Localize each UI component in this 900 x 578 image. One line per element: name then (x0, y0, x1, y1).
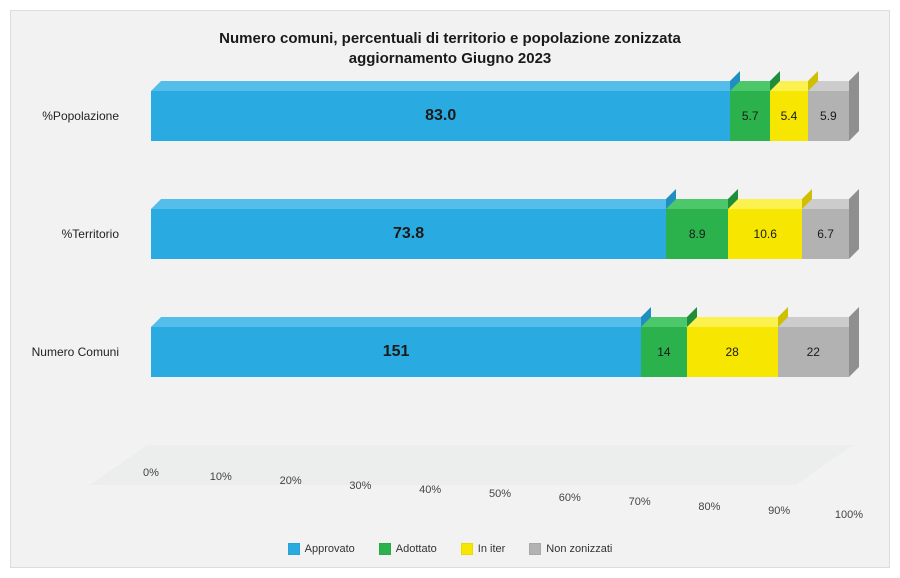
x-tick: 80% (698, 501, 720, 513)
chart-title: Numero comuni, percentuali di territorio… (11, 11, 889, 70)
bar-row: %Territorio73.88.910.66.7 (151, 209, 849, 259)
legend-item-in_iter: In iter (461, 543, 506, 555)
x-tick: 70% (629, 496, 651, 508)
bar-value-label: 5.7 (730, 109, 770, 123)
x-tick: 100% (835, 509, 863, 521)
bar-value-label: 5.4 (770, 109, 808, 123)
bar-row: Numero Comuni151142822 (151, 327, 849, 377)
x-tick: 60% (559, 492, 581, 504)
legend-label: Non zonizzati (546, 543, 612, 555)
category-label: Numero Comuni (32, 345, 119, 359)
bar-segment-in_iter: 5.4 (770, 91, 808, 141)
bar-value-label: 14 (641, 345, 686, 359)
legend-item-non_zonizzati: Non zonizzati (529, 543, 612, 555)
bar-segment-non_zonizzati: 5.9 (808, 91, 849, 141)
bar-value-label: 6.7 (802, 227, 849, 241)
bar-segment-non_zonizzati: 6.7 (802, 209, 849, 259)
bar-value-label: 151 (151, 343, 641, 361)
x-tick: 20% (280, 475, 302, 487)
bar-segment-adottato: 8.9 (666, 209, 728, 259)
legend-item-approvato: Approvato (288, 543, 355, 555)
bar-segment-approvato: 73.8 (151, 209, 666, 259)
legend-item-adottato: Adottato (379, 543, 437, 555)
chart-title-line1: Numero comuni, percentuali di territorio… (219, 30, 681, 47)
x-tick: 90% (768, 505, 790, 517)
legend-label: In iter (478, 543, 506, 555)
legend-swatch (461, 543, 473, 555)
legend-swatch (529, 543, 541, 555)
bar-value-label: 8.9 (666, 227, 728, 241)
bar-segment-adottato: 5.7 (730, 91, 770, 141)
bar-segment-non_zonizzati: 22 (778, 327, 849, 377)
x-tick: 0% (143, 467, 159, 479)
chart-container: Numero comuni, percentuali di territorio… (10, 10, 890, 568)
legend: Approvato Adottato In iter Non zonizzati (11, 543, 889, 555)
bar-row: %Popolazione83.05.75.45.9 (151, 91, 849, 141)
bar-value-label: 28 (687, 345, 778, 359)
x-tick: 50% (489, 488, 511, 500)
legend-swatch (288, 543, 300, 555)
bar-value-label: 10.6 (728, 227, 802, 241)
legend-label: Approvato (305, 543, 355, 555)
chart-title-line2: aggiornamento Giugno 2023 (349, 50, 552, 67)
bar-segment-in_iter: 10.6 (728, 209, 802, 259)
bar-value-label: 73.8 (151, 225, 666, 243)
bar-value-label: 5.9 (808, 109, 849, 123)
category-label: %Popolazione (42, 109, 119, 123)
plot-area: %Popolazione83.05.75.45.9 %Territorio73.8… (151, 91, 849, 457)
bars: %Popolazione83.05.75.45.9 %Territorio73.8… (151, 91, 849, 377)
bar-segment-adottato: 14 (641, 327, 686, 377)
x-tick: 10% (210, 471, 232, 483)
x-tick: 30% (349, 480, 371, 492)
bar-value-label: 22 (778, 345, 849, 359)
legend-swatch (379, 543, 391, 555)
legend-label: Adottato (396, 543, 437, 555)
bar-segment-approvato: 151 (151, 327, 641, 377)
bar-value-label: 83.0 (151, 107, 730, 125)
category-label: %Territorio (62, 227, 119, 241)
x-tick: 40% (419, 484, 441, 496)
x-axis: 0%10%20%30%40%50%60%70%80%90%100% (151, 467, 849, 517)
bar-segment-in_iter: 28 (687, 327, 778, 377)
bar-segment-approvato: 83.0 (151, 91, 730, 141)
